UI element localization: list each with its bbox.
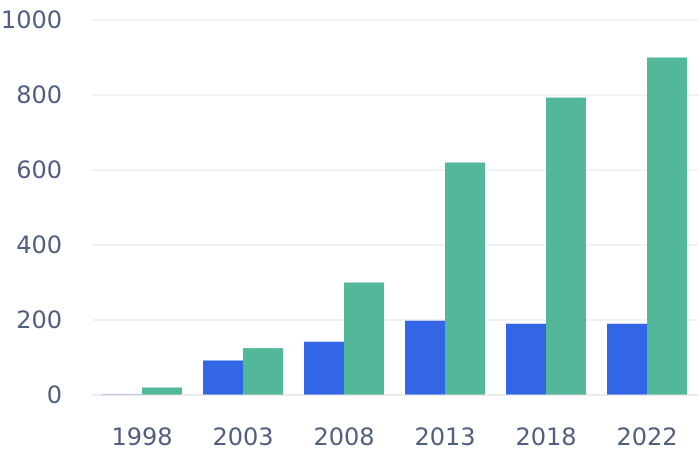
x-tick-label: 1998 (111, 423, 172, 451)
y-tick-label: 800 (16, 81, 62, 109)
bar-series-2-2022 (647, 57, 687, 395)
bar-series-1-2003 (203, 360, 243, 395)
y-gridlines (92, 19, 698, 321)
bar-series-1-2018 (506, 323, 546, 395)
x-tick-label: 2003 (212, 423, 273, 451)
bar-series-2-2003 (243, 348, 283, 395)
y-tick-label: 400 (16, 231, 62, 259)
x-axis-tick-labels: 1998 2003 2008 2013 2018 2022 (111, 423, 677, 451)
y-tick-label: 200 (16, 306, 62, 334)
y-tick-label: 600 (16, 156, 62, 184)
y-tick-label: 0 (47, 381, 62, 409)
x-tick-label: 2018 (515, 423, 576, 451)
bar-series-2-2013 (445, 162, 485, 395)
x-tick-label: 2013 (414, 423, 475, 451)
bar-series-2-1998 (142, 387, 182, 395)
bar-series-1-2008 (304, 341, 344, 395)
x-tick-label: 2008 (313, 423, 374, 451)
x-tick-label: 2022 (616, 423, 677, 451)
y-axis-tick-labels: 0 200 400 600 800 1000 (1, 6, 62, 409)
bar-series (102, 57, 687, 395)
bar-series-1-2013 (405, 320, 445, 395)
y-tick-label: 1000 (1, 6, 62, 34)
bar-series-1-2022 (607, 323, 647, 395)
bar-series-2-2018 (546, 97, 586, 395)
bar-series-2-2008 (344, 282, 384, 395)
